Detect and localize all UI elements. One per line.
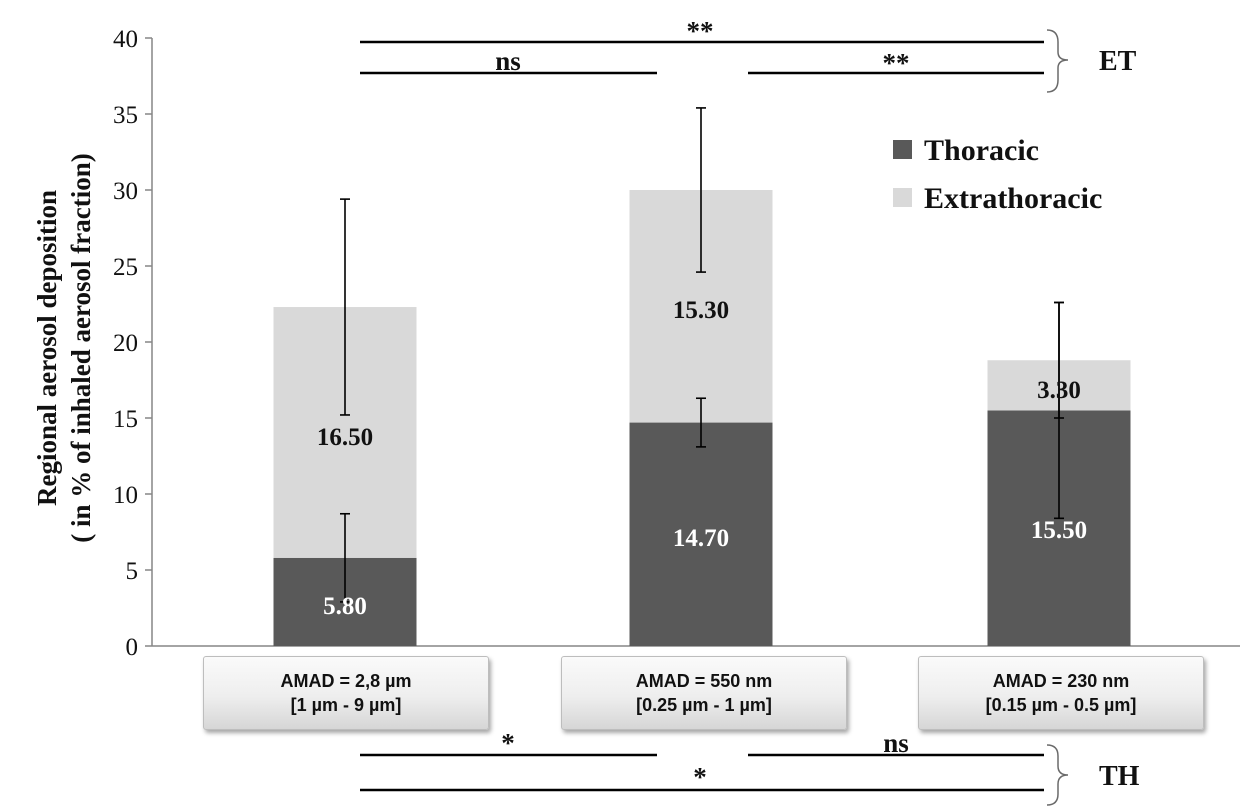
- significance-label-et: **: [687, 16, 714, 46]
- y-tick-label: 20: [113, 330, 138, 357]
- category-label-line2: [0.15 µm - 0.5 µm]: [985, 695, 1137, 715]
- group-label-th: TH: [1099, 761, 1140, 792]
- y-tick-label: 15: [113, 406, 138, 433]
- significance-label-th: ns: [883, 728, 909, 758]
- category-box-3: AMAD = 230 nm [0.15 µm - 0.5 µm]: [918, 656, 1204, 730]
- category-label-line2: [1 µm - 9 µm]: [290, 695, 402, 715]
- group-label-et: ET: [1099, 46, 1137, 77]
- y-tick-label: 10: [113, 482, 138, 509]
- brace-th: [1046, 744, 1069, 806]
- y-axis-label-line2: ( in % of inhaled aerosol fraction): [66, 153, 96, 542]
- y-axis-label-line1: Regional aerosol deposition: [32, 190, 62, 506]
- legend-swatch-extrathoracic: [893, 188, 912, 207]
- data-label-extrathoracic-3: 3.30: [1037, 377, 1081, 404]
- legend-label-thoracic: Thoracic: [924, 134, 1039, 167]
- y-tick-label: 25: [113, 254, 138, 281]
- significance-label-et: **: [883, 48, 910, 78]
- significance-label-th: *: [501, 728, 515, 758]
- bar-thoracic-2: [629, 422, 773, 646]
- brace-et: [1046, 29, 1069, 93]
- y-tick-label: 0: [126, 634, 139, 661]
- category-box-1: AMAD = 2,8 µm [1 µm - 9 µm]: [203, 656, 489, 730]
- significance-label-th: *: [693, 762, 707, 792]
- y-tick-label: 30: [113, 178, 138, 205]
- data-label-extrathoracic-2: 15.30: [673, 297, 729, 324]
- category-label-line1: AMAD = 230 nm: [992, 671, 1130, 691]
- y-tick-label: 35: [113, 102, 138, 129]
- category-box-2: AMAD = 550 nm [0.25 µm - 1 µm]: [561, 656, 847, 730]
- legend-swatch-thoracic: [893, 140, 912, 159]
- category-label-line1: AMAD = 2,8 µm: [280, 671, 412, 691]
- y-tick-label: 40: [113, 26, 138, 53]
- data-label-thoracic-1: 5.80: [323, 593, 367, 620]
- category-label-line1: AMAD = 550 nm: [635, 671, 773, 691]
- legend-label-extrathoracic: Extrathoracic: [924, 182, 1102, 215]
- data-label-thoracic-3: 15.50: [1031, 517, 1087, 544]
- category-label-line2: [0.25 µm - 1 µm]: [636, 695, 772, 715]
- significance-label-et: ns: [495, 46, 521, 76]
- y-tick-label: 5: [126, 558, 139, 585]
- data-label-extrathoracic-1: 16.50: [317, 424, 373, 451]
- data-label-thoracic-2: 14.70: [673, 525, 729, 552]
